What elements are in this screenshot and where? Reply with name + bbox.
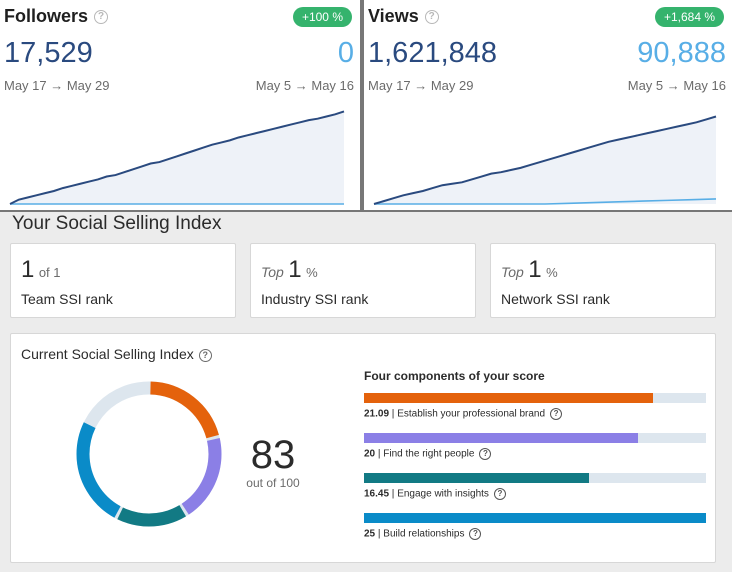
help-icon[interactable]: ? <box>479 448 492 460</box>
views-previous-value: 90,888 <box>637 37 726 69</box>
component-bar-fill <box>364 513 706 523</box>
help-icon[interactable]: ? <box>493 488 506 500</box>
rank-value: 1 <box>528 256 542 283</box>
components-title: Four components of your score <box>364 369 545 383</box>
followers-current-value: 17,529 <box>4 37 93 69</box>
rank-label: Industry SSI rank <box>261 291 369 307</box>
rank-suffix: % <box>306 265 318 280</box>
component-label: 16.45 | Engage with insights? <box>364 488 706 500</box>
component-bar-track <box>364 513 706 523</box>
component-brand: 21.09 | Establish your professional bran… <box>364 393 706 420</box>
ssi-donut-chart <box>76 381 222 527</box>
component-insights: 16.45 | Engage with insights? <box>364 473 706 500</box>
donut-segment-1 <box>76 381 222 527</box>
rank-value: 1 <box>288 256 302 283</box>
network-ssi-rank-card: Top 1 % Network SSI rank <box>490 243 716 318</box>
component-bar-track <box>364 393 706 403</box>
component-relationships: 25 | Build relationships? <box>364 513 706 540</box>
rank-suffix: of 1 <box>38 265 61 280</box>
team-ssi-rank-card: 1 of 1 Team SSI rank <box>10 243 236 318</box>
views-label: Views? <box>368 6 439 27</box>
donut-segment-3 <box>76 381 222 527</box>
component-bar-fill <box>364 473 590 483</box>
views-current-value: 1,621,848 <box>368 37 498 69</box>
followers-card[interactable]: Followers? +100 % 17,529 0 May 17 → May … <box>0 0 360 210</box>
followers-sparkline <box>9 110 345 205</box>
component-label: 20 | Find the right people? <box>364 448 706 460</box>
metrics-strip: Followers? +100 % 17,529 0 May 17 → May … <box>0 0 732 212</box>
help-icon[interactable]: ? <box>424 10 439 25</box>
rank-label: Network SSI rank <box>501 291 610 307</box>
views-card[interactable]: Views? +1,684 % 1,621,848 90,888 May 17 … <box>364 0 732 210</box>
rank-prefix: Top <box>261 264 284 280</box>
sparkline-current-line <box>373 115 717 205</box>
rank-value: 1 <box>21 256 35 283</box>
followers-previous-range: May 5 → May 16 <box>255 78 354 93</box>
help-icon[interactable]: ? <box>198 348 212 362</box>
component-bar-fill <box>364 433 638 443</box>
donut-segment-2 <box>76 381 222 527</box>
component-bar-fill <box>364 393 653 403</box>
rank-prefix: Top <box>501 264 524 280</box>
component-people: 20 | Find the right people? <box>364 433 706 460</box>
current-ssi-panel: Current Social Selling Index? 83 out of … <box>10 333 716 563</box>
ssi-score-subtitle: out of 100 <box>246 476 300 490</box>
sparkline-current-line <box>9 110 345 205</box>
followers-change-badge: +100 % <box>292 7 352 27</box>
component-bar-track <box>364 473 706 483</box>
rank-suffix: % <box>546 265 558 280</box>
sparkline-area <box>10 111 344 204</box>
sparkline-previous-line <box>374 198 717 205</box>
help-icon[interactable]: ? <box>550 408 563 420</box>
views-previous-range: May 5 → May 16 <box>627 78 726 93</box>
industry-ssi-rank-card: Top 1 % Industry SSI rank <box>250 243 476 318</box>
sparkline-area <box>374 116 716 204</box>
views-current-range: May 17 → May 29 <box>368 78 474 93</box>
views-change-badge: +1,684 % <box>654 7 724 27</box>
ssi-heading: Your Social Selling Index <box>12 213 222 234</box>
help-icon[interactable]: ? <box>94 10 109 25</box>
current-ssi-title: Current Social Selling Index? <box>21 346 212 362</box>
help-icon[interactable]: ? <box>469 528 482 540</box>
followers-current-range: May 17 → May 29 <box>4 78 110 93</box>
component-label: 25 | Build relationships? <box>364 528 706 540</box>
rank-label: Team SSI rank <box>21 291 113 307</box>
ssi-score-value: 83 <box>250 433 296 477</box>
followers-previous-value: 0 <box>337 37 354 69</box>
followers-label: Followers? <box>4 6 109 27</box>
component-bar-track <box>364 433 706 443</box>
ssi-score: 83 out of 100 <box>239 434 307 490</box>
component-label: 21.09 | Establish your professional bran… <box>364 408 706 420</box>
views-sparkline <box>373 115 717 205</box>
